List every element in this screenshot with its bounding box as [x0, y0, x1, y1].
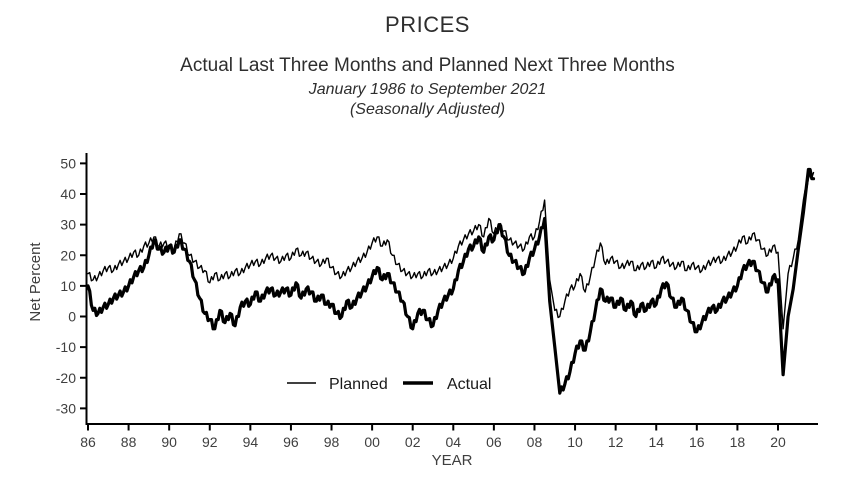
x-tick-label: 00 — [364, 434, 380, 450]
x-tick-label: 04 — [446, 434, 462, 450]
x-tick-label: 08 — [527, 434, 543, 450]
chart-date-range: January 1986 to September 2021 — [308, 81, 547, 98]
x-tick-label: 14 — [648, 434, 664, 450]
x-tick-label: 94 — [243, 434, 259, 450]
axes: 50 40 30 20 10 0 -10 -20 -30 86 88 90 92 94 96 98 00 02 04… — [56, 153, 818, 450]
x-tick-label: 96 — [283, 434, 299, 450]
x-tick-label: 18 — [730, 434, 746, 450]
y-axis-title: Net Percent — [27, 242, 44, 322]
series-lines — [86, 167, 816, 395]
x-tick-label: 92 — [202, 434, 218, 450]
y-tick-label: -30 — [56, 400, 76, 416]
y-tick-label: 40 — [60, 186, 76, 202]
chart-subtitle: Actual Last Three Months and Planned Nex… — [180, 55, 675, 76]
x-tick-label: 86 — [80, 434, 96, 450]
y-tick-label: 50 — [60, 155, 76, 171]
y-tick-label: 10 — [60, 278, 76, 294]
actual-line — [86, 167, 816, 395]
legend: Planned Actual — [287, 376, 491, 393]
x-tick-label: 10 — [567, 434, 583, 450]
x-tick-label: 12 — [608, 434, 624, 450]
x-tick-label: 20 — [770, 434, 786, 450]
y-tick-label: -20 — [56, 370, 76, 386]
x-tick-label: 90 — [161, 434, 177, 450]
y-tick-label: 20 — [60, 247, 76, 263]
x-axis-title: YEAR — [432, 452, 473, 469]
x-tick-label: 16 — [689, 434, 705, 450]
legend-actual-label: Actual — [447, 376, 491, 393]
chart-adjustment-note: (Seasonally Adjusted) — [349, 101, 506, 118]
planned-line — [87, 171, 815, 330]
chart-title: PRICES — [385, 12, 470, 37]
x-tick-label: 98 — [324, 434, 340, 450]
y-tick-label: -10 — [56, 339, 76, 355]
legend-planned-label: Planned — [329, 376, 388, 393]
x-tick-label: 06 — [486, 434, 502, 450]
x-tick-label: 02 — [405, 434, 421, 450]
y-tick-label: 30 — [60, 217, 76, 233]
x-tick-label: 88 — [121, 434, 137, 450]
y-tick-label: 0 — [68, 309, 76, 325]
